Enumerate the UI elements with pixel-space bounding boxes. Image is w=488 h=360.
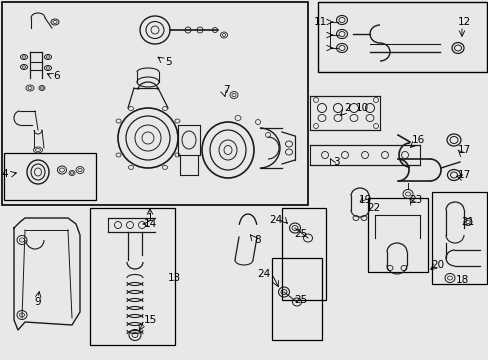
Bar <box>282 208 325 300</box>
Text: 21: 21 <box>461 217 474 227</box>
Text: 24: 24 <box>256 269 269 279</box>
Text: 24: 24 <box>269 215 283 225</box>
Text: 8: 8 <box>254 235 261 245</box>
Text: 13: 13 <box>167 273 180 283</box>
Bar <box>317 2 486 72</box>
Text: 1: 1 <box>146 213 153 223</box>
Text: 20: 20 <box>430 260 444 270</box>
Text: 16: 16 <box>410 135 424 145</box>
Text: 7: 7 <box>222 85 229 95</box>
Text: 25: 25 <box>293 295 306 305</box>
Text: 17: 17 <box>456 170 469 180</box>
Text: 9: 9 <box>35 297 41 307</box>
Bar <box>431 192 486 284</box>
Text: 15: 15 <box>143 315 156 325</box>
Text: 14: 14 <box>143 219 156 229</box>
Bar <box>90 208 175 345</box>
Bar <box>271 258 321 340</box>
Text: 10: 10 <box>355 103 368 113</box>
Text: 4: 4 <box>1 169 8 179</box>
Text: 12: 12 <box>456 17 469 27</box>
Text: 3: 3 <box>332 157 339 167</box>
Text: 18: 18 <box>454 275 468 285</box>
Bar <box>367 198 427 272</box>
Text: 22: 22 <box>366 203 380 213</box>
Text: 5: 5 <box>164 57 171 67</box>
Text: 17: 17 <box>456 145 469 155</box>
Bar <box>4 153 96 200</box>
Text: 11: 11 <box>313 17 326 27</box>
Bar <box>2 2 307 205</box>
Text: 23: 23 <box>408 195 422 205</box>
Text: 6: 6 <box>54 71 60 81</box>
Text: 19: 19 <box>358 195 371 205</box>
Text: 2: 2 <box>344 103 350 113</box>
Text: 25: 25 <box>293 229 306 239</box>
